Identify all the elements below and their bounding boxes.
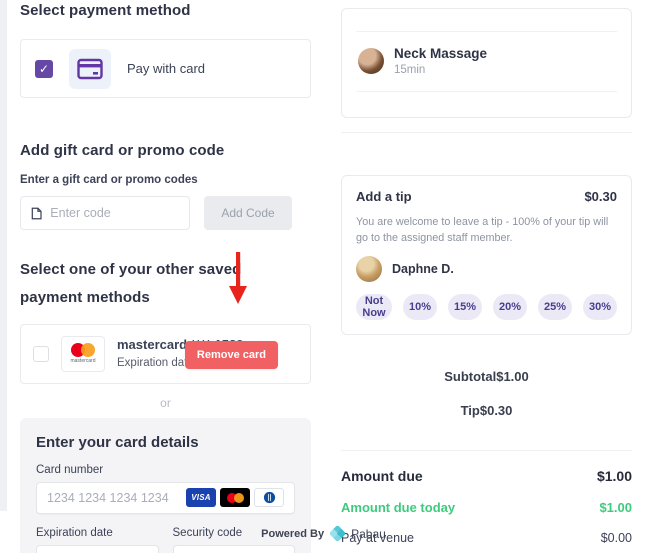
amount-due-today-value: $1.00	[599, 500, 632, 516]
service-name: Neck Massage	[394, 46, 488, 61]
pabau-wordmark: Pabau	[351, 526, 386, 541]
tip-line: Tip$0.30	[341, 403, 632, 418]
divider	[356, 31, 617, 32]
subtotal-line: Subtotal$1.00	[341, 369, 632, 384]
tip-option-10[interactable]: 10%	[403, 294, 437, 321]
service-card: Neck Massage 15min	[341, 8, 632, 118]
gift-card-title: Add gift card or promo code	[20, 142, 225, 159]
tip-card: Add a tip $0.30 You are welcome to leave…	[341, 175, 632, 336]
document-icon	[31, 207, 42, 219]
security-code-label: Security code	[172, 526, 243, 539]
payment-panel: Select payment method ✓ Pay with card Ad…	[20, 2, 311, 553]
pabau-logo-icon	[330, 526, 346, 541]
subtotal-value: $1.00	[496, 369, 529, 385]
gift-code-field[interactable]	[20, 196, 190, 230]
tip-option-not-now[interactable]: Not Now	[356, 294, 392, 321]
staff-avatar	[356, 256, 382, 283]
service-avatar	[358, 48, 384, 74]
card-number-label: Card number	[36, 463, 104, 476]
order-summary-panel: Neck Massage 15min Add a tip $0.30 You a…	[341, 8, 632, 553]
diners-icon	[254, 488, 284, 507]
card-number-field[interactable]: VISA	[36, 481, 295, 514]
security-code-field[interactable]: 123	[172, 544, 295, 553]
subtotal-label: Subtotal	[444, 369, 497, 385]
divider	[341, 132, 632, 133]
tip-title: Add a tip	[356, 189, 412, 204]
amount-due-today-label: Amount due today	[341, 500, 456, 516]
mastercard-wordmark: mastercard	[70, 358, 96, 364]
pay-with-card-label: Pay with card	[127, 61, 206, 76]
tip-option-15[interactable]: 15%	[448, 294, 482, 321]
visa-icon: VISA	[186, 488, 216, 507]
mastercard-logo-icon: mastercard	[61, 335, 105, 372]
powered-by-label: Powered By	[261, 527, 325, 540]
staff-name: Daphne D.	[392, 262, 454, 277]
tip-amount: $0.30	[584, 189, 617, 204]
amount-due-value: $1.00	[596, 468, 632, 485]
divider	[341, 450, 632, 452]
tip-value: $0.30	[479, 403, 513, 419]
annotation-arrow-icon	[229, 252, 247, 304]
tip-options: Not Now 10% 15% 20% 25% 30%	[356, 294, 617, 321]
scrollbar-track[interactable]	[0, 0, 7, 511]
footer: Powered By Pabau	[0, 526, 647, 541]
pay-with-card-checkbox[interactable]: ✓	[35, 59, 53, 78]
pay-at-venue-label: Pay at venue	[341, 531, 414, 546]
amount-due-row: Amount due $1.00	[341, 468, 632, 484]
gift-card-label: Enter a gift card or promo codes	[20, 174, 198, 186]
tip-option-25[interactable]: 25%	[538, 294, 572, 321]
amount-due-today-row: Amount due today $1.00	[341, 500, 632, 515]
service-row: Neck Massage 15min	[356, 32, 617, 91]
card-details-title: Enter your card details	[36, 433, 199, 451]
mastercard-icon	[220, 488, 250, 507]
expiration-label: Expiration date	[36, 526, 113, 539]
select-payment-title: Select payment method	[20, 2, 191, 19]
card-number-input[interactable]	[47, 490, 186, 505]
saved-card-checkbox[interactable]	[33, 345, 49, 362]
add-code-button[interactable]: Add Code	[204, 196, 292, 230]
service-duration: 15min	[394, 64, 426, 76]
gift-code-input[interactable]	[50, 206, 179, 220]
or-divider: or	[160, 395, 171, 410]
pay-at-venue-row: Pay at venue $0.00	[341, 531, 632, 545]
saved-card-row[interactable]: mastercard mastercard **** 1529 Expirati…	[20, 323, 311, 384]
card-details-panel: Enter your card details Card number VISA	[20, 417, 311, 553]
tip-description: You are welcome to leave a tip - 100% of…	[356, 216, 609, 245]
divider	[356, 91, 617, 92]
credit-card-icon	[69, 48, 111, 89]
expiration-field[interactable]	[36, 544, 159, 553]
remove-card-button[interactable]: Remove card	[184, 340, 278, 369]
tip-option-30[interactable]: 30%	[583, 294, 617, 321]
amount-due-label: Amount due	[341, 468, 423, 485]
check-icon: ✓	[38, 61, 50, 76]
tip-label: Tip	[460, 403, 480, 419]
saved-methods-title: Select one of your other saved payment m…	[20, 261, 242, 306]
pay-at-venue-value: $0.00	[600, 531, 632, 546]
pay-with-card-option[interactable]: ✓ Pay with card	[20, 39, 311, 98]
tip-option-20[interactable]: 20%	[493, 294, 527, 321]
